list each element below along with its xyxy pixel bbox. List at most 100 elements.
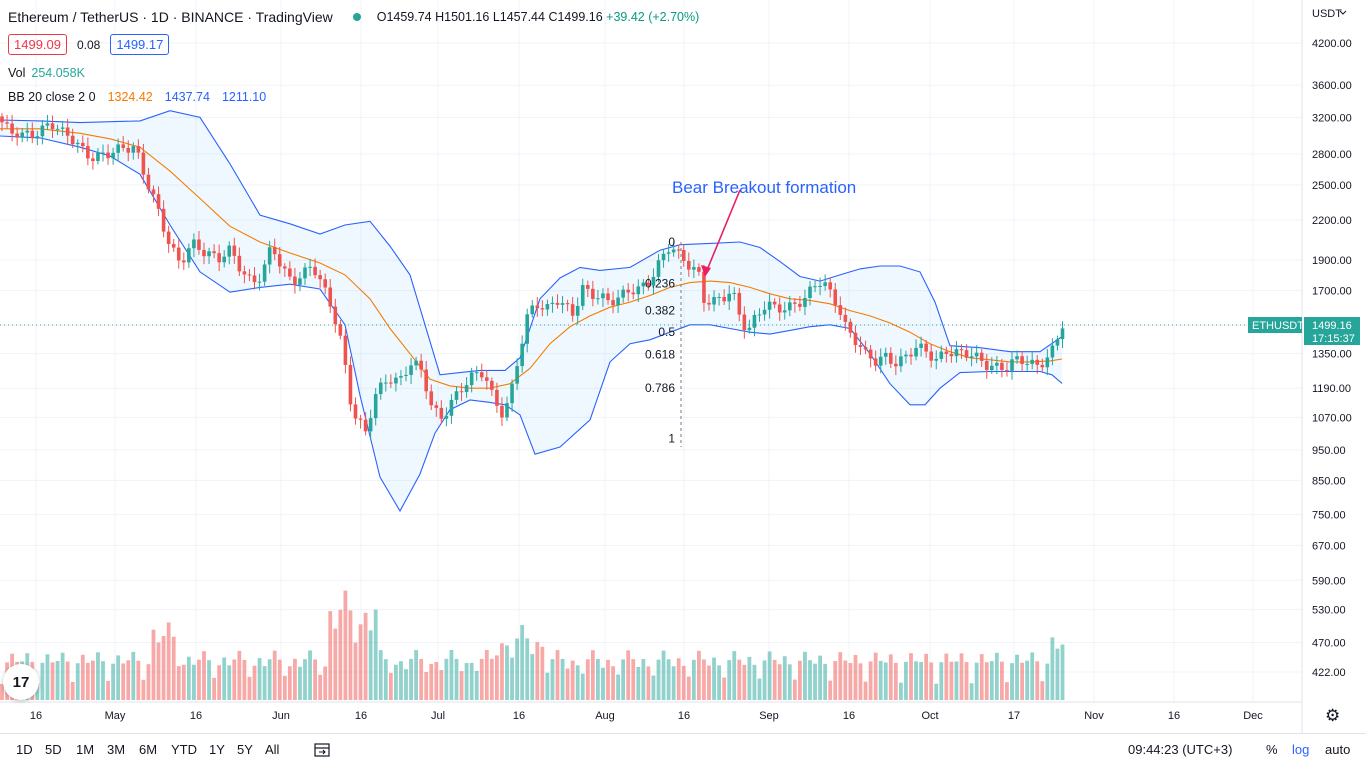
bottom-toolbar: 1D 5D 1M 3M 6M YTD 1Y 5Y All 09:44:23 (U… — [0, 733, 1366, 769]
candle-body — [485, 377, 489, 381]
candle-body — [883, 352, 888, 357]
price-tick-label: 590.00 — [1312, 575, 1346, 587]
market-status-icon — [352, 13, 361, 21]
volume-bar — [752, 664, 757, 700]
volume-bar — [611, 666, 615, 700]
volume-bar — [489, 658, 494, 700]
volume-bar — [954, 661, 959, 700]
bollinger-legend[interactable]: BB 20 close 2 0 1324.42 1437.74 1211.10 — [8, 90, 266, 104]
volume-bar — [651, 675, 656, 700]
candle-body — [212, 251, 216, 254]
volume-bars — [0, 590, 1065, 700]
candle-body — [500, 405, 504, 418]
volume-bar — [873, 652, 878, 700]
chart-title[interactable]: Ethereum / TetherUS · 1D · BINANCE · Tra… — [8, 9, 333, 25]
candle-body — [570, 304, 575, 316]
tradingview-logo-icon[interactable]: 17 — [3, 664, 39, 700]
candle-body — [5, 122, 9, 124]
volume-bar — [848, 663, 853, 700]
candle-body — [904, 354, 908, 357]
volume-value: 254.058K — [31, 66, 85, 80]
volume-bar — [732, 651, 737, 700]
sell-button[interactable]: 1499.09 — [8, 34, 67, 55]
candle-body — [949, 353, 954, 357]
candle-body — [166, 231, 171, 244]
candle-body — [101, 152, 105, 154]
volume-bar — [318, 674, 323, 700]
gear-icon[interactable]: ⚙ — [1325, 706, 1341, 725]
timeframe-5d[interactable]: 5D — [45, 742, 62, 757]
chart-grid — [0, 0, 1302, 702]
timeframe-all[interactable]: All — [265, 742, 280, 757]
candle-body — [818, 285, 822, 287]
volume-bar — [247, 676, 252, 700]
volume-bar — [934, 683, 939, 700]
price-chart[interactable]: 0 0.236 0.382 0.5 0.618 0.786 1 Bear Breakout … — [0, 0, 1366, 733]
candle-body — [0, 116, 4, 123]
volume-bar — [899, 682, 903, 700]
volume-bar — [0, 684, 4, 700]
candle-body — [409, 365, 413, 375]
candle-body — [1025, 363, 1029, 365]
timeframe-5y[interactable]: 5Y — [237, 742, 253, 757]
volume-bar — [80, 654, 85, 700]
volume-bar — [35, 682, 40, 700]
fib-level-label: 0 — [668, 235, 675, 249]
candle-body — [439, 407, 444, 419]
candle-body — [156, 194, 161, 209]
volume-bar — [893, 662, 898, 700]
volume-bar — [232, 659, 237, 700]
volume-bar — [131, 651, 136, 700]
time-tick-label: 16 — [678, 710, 690, 722]
volume-bar — [560, 658, 565, 700]
timeframe-3m[interactable]: 3M — [107, 742, 126, 757]
time-tick-label: 16 — [1168, 710, 1180, 722]
candle-body — [227, 245, 232, 257]
candle-body — [1040, 364, 1045, 368]
candle-body — [60, 127, 65, 129]
time-tick-label: 16 — [30, 710, 42, 722]
candle-body — [793, 302, 797, 304]
candle-body — [323, 279, 327, 288]
volume-bar — [853, 654, 858, 700]
clock-timezone[interactable]: 09:44:23 (UTC+3) — [1128, 742, 1233, 757]
candle-body — [429, 391, 434, 406]
date-range-icon[interactable] — [313, 742, 333, 758]
time-tick-label: 16 — [355, 710, 367, 722]
log-scale-toggle[interactable]: log — [1292, 742, 1310, 757]
volume-legend[interactable]: Vol 254.058K — [8, 66, 85, 80]
candle-body — [939, 351, 944, 359]
price-tick-label: 2500.00 — [1312, 180, 1352, 192]
timeframe-1y[interactable]: 1Y — [209, 742, 225, 757]
candle-body — [894, 363, 898, 367]
candle-body — [378, 382, 383, 395]
price-tick-label: 1070.00 — [1312, 412, 1352, 424]
volume-bar — [303, 659, 307, 700]
candle-body — [30, 130, 35, 138]
candle-body — [298, 278, 302, 285]
candle-body — [616, 297, 620, 306]
percent-scale-toggle[interactable]: % — [1266, 742, 1278, 757]
volume-bar — [823, 663, 828, 700]
time-axis-ticks: 16 May 16 Jun 16 Jul 16 Aug 16 Sep 16 Oct 17 Nov 16 Dec — [30, 710, 1263, 722]
price-tick-label: 3200.00 — [1312, 112, 1352, 124]
price-tick-label: 422.00 — [1312, 667, 1346, 679]
open-value: O1459.74 — [376, 10, 432, 24]
timeframe-6m[interactable]: 6M — [139, 742, 158, 757]
annotation-text: Bear Breakout formation — [672, 178, 856, 197]
candle-body — [828, 282, 832, 290]
price-tick-label: 1700.00 — [1312, 286, 1352, 298]
candle-body — [469, 372, 474, 386]
candle-body — [510, 383, 514, 404]
auto-scale-toggle[interactable]: auto — [1325, 742, 1351, 757]
buy-button[interactable]: 1499.17 — [110, 34, 170, 55]
volume-bar — [85, 662, 90, 700]
volume-bar — [202, 651, 206, 700]
candle-body — [399, 376, 403, 378]
volume-bar — [171, 636, 176, 700]
candle-body — [878, 356, 883, 366]
timeframe-1d[interactable]: 1D — [16, 742, 33, 757]
timeframe-ytd[interactable]: YTD — [171, 742, 197, 757]
timeframe-1m[interactable]: 1M — [76, 742, 95, 757]
candle-body — [919, 343, 923, 348]
